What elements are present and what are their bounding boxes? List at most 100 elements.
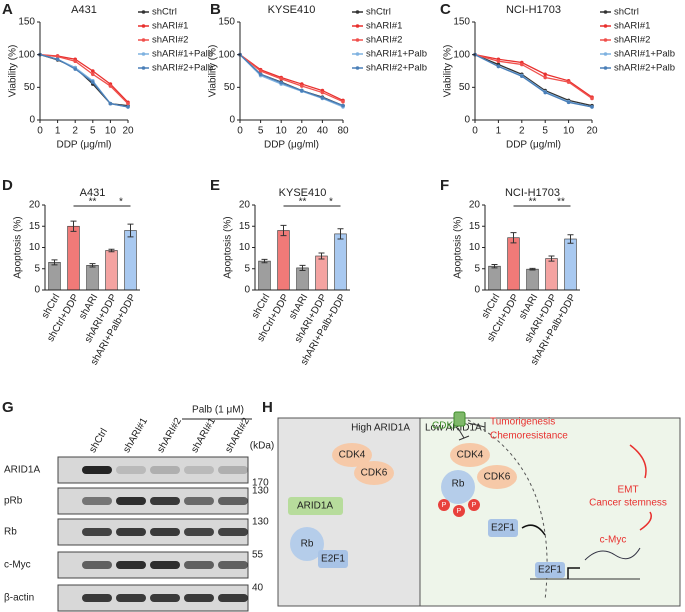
- blot-panel: G Palb (1 μM) (kDa) shCtrl shARI#1 shARI…: [2, 399, 274, 612]
- blot-strip: [57, 456, 249, 484]
- band: [184, 528, 214, 536]
- label: Tumorigenesis: [490, 417, 555, 428]
- band: [116, 594, 146, 602]
- label: Cancer stemness: [589, 498, 667, 509]
- label: P: [457, 508, 462, 515]
- band: [150, 466, 180, 474]
- point: [590, 96, 594, 101]
- inhibit: [467, 422, 486, 428]
- chart-title: KYSE410: [268, 4, 316, 16]
- band: [82, 561, 112, 569]
- error-bar: [280, 224, 287, 237]
- y-tick-label: 5: [244, 263, 250, 274]
- label: c-Myc: [600, 535, 627, 546]
- x-tick-label: 80: [337, 126, 349, 137]
- band: [218, 497, 248, 505]
- legend-label: shARI#2+Palb: [152, 63, 213, 74]
- y-axis-label: Apoptosis (%): [223, 216, 234, 278]
- arrow: [521, 524, 546, 536]
- x-tick-label: 1: [55, 126, 61, 137]
- y-tick-label: 15: [29, 221, 41, 232]
- error-bar: [127, 223, 134, 238]
- legend-marker: [141, 66, 146, 70]
- series-line: [474, 54, 593, 98]
- point: [320, 95, 325, 100]
- point: [258, 69, 263, 73]
- kda-label: 40: [252, 583, 264, 594]
- y-tick-label: 20: [239, 200, 251, 211]
- legend-label: shARI#1+Palb: [366, 49, 427, 60]
- x-tick-label: 2: [519, 126, 525, 137]
- y-tick-label: 10: [239, 242, 251, 253]
- label: CDK4: [339, 450, 366, 461]
- cdk6: [354, 461, 394, 485]
- series-line: [474, 54, 593, 108]
- y-tick-label: 10: [29, 242, 41, 253]
- band: [150, 561, 180, 569]
- y-tick-label: 100: [18, 49, 35, 60]
- point: [520, 62, 524, 67]
- y-tick-label: 5: [34, 263, 40, 274]
- error-bar: [491, 264, 498, 269]
- band: [184, 561, 214, 569]
- treatment-label: Palb (1 μM): [192, 405, 244, 416]
- panel-letter: F: [440, 177, 449, 194]
- sig-label: **: [299, 197, 307, 208]
- chart-title: NCI-H1703: [505, 187, 560, 199]
- arrow: [629, 444, 647, 479]
- point: [590, 105, 594, 109]
- band: [218, 594, 248, 602]
- x-tick-label: 10: [563, 126, 575, 137]
- point: [341, 99, 345, 104]
- series-line: [239, 54, 344, 101]
- cdk6: [477, 465, 517, 489]
- y-axis-label: Apoptosis (%): [13, 216, 24, 278]
- legend-marker: [141, 10, 146, 14]
- panel-letter: G: [2, 399, 14, 416]
- inhibit: [457, 427, 465, 439]
- band: [116, 466, 146, 474]
- label: Rb: [452, 479, 465, 490]
- point: [55, 54, 60, 59]
- row-label: ARID1A: [4, 465, 40, 476]
- legend-marker: [355, 10, 360, 14]
- row-label: pRb: [4, 496, 23, 507]
- legend-marker: [141, 38, 146, 42]
- x-tick-label: 0: [472, 126, 478, 137]
- label: Chemoresistance: [490, 431, 568, 442]
- x-tick-label: 5: [258, 126, 264, 137]
- point: [496, 59, 501, 63]
- band: [218, 528, 248, 536]
- label: P: [442, 502, 447, 509]
- cdki-icon: [453, 411, 466, 427]
- band: [116, 497, 146, 505]
- y-tick-label: 15: [469, 221, 481, 232]
- band: [82, 466, 112, 474]
- legend-label: shARI#1: [152, 21, 188, 32]
- x-tick-label: 5: [542, 126, 548, 137]
- band: [184, 466, 214, 474]
- band: [116, 561, 146, 569]
- x-tick-label: 20: [586, 126, 598, 137]
- point: [126, 105, 130, 109]
- y-axis-label: Viability (%): [208, 45, 219, 98]
- series-line: [474, 54, 593, 107]
- kda-label: 130: [252, 517, 269, 528]
- y-tick-label: 50: [459, 82, 471, 93]
- diagram-panel: H High ARID1A Low ARID1A CDK4 CDK6 ARID1…: [262, 399, 681, 607]
- y-tick-label: 10: [469, 242, 481, 253]
- point: [496, 64, 501, 69]
- error-bar: [337, 228, 344, 240]
- point: [91, 80, 95, 84]
- legend-label: shARI#2: [614, 35, 650, 46]
- point: [279, 77, 284, 81]
- label: CDK6: [484, 472, 511, 483]
- sig-label: *: [329, 197, 333, 208]
- phospho: [453, 505, 465, 517]
- label: CDKi: [432, 421, 455, 432]
- legend-label: shARI#1+Palb: [152, 49, 213, 60]
- rb: [441, 470, 475, 504]
- y-tick-label: 0: [244, 285, 250, 296]
- error-bar: [70, 220, 77, 232]
- tss: [567, 567, 580, 579]
